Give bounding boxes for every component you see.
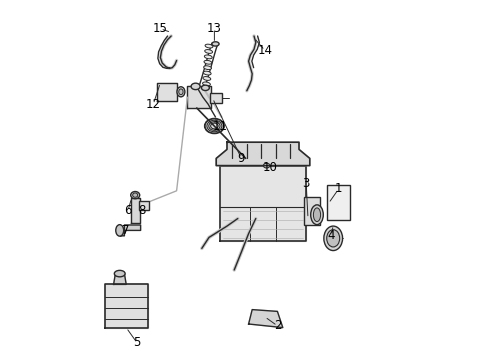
Ellipse shape (114, 270, 125, 277)
Text: 10: 10 (263, 161, 278, 174)
Ellipse shape (314, 208, 320, 221)
Ellipse shape (201, 85, 209, 90)
Polygon shape (104, 284, 148, 328)
Ellipse shape (203, 77, 211, 80)
Text: 14: 14 (257, 44, 272, 57)
Ellipse shape (205, 44, 213, 48)
FancyBboxPatch shape (304, 197, 319, 225)
Ellipse shape (327, 230, 340, 247)
Text: 4: 4 (328, 229, 335, 242)
Text: 15: 15 (153, 22, 168, 35)
Polygon shape (157, 83, 176, 101)
Ellipse shape (205, 50, 213, 53)
Ellipse shape (324, 226, 343, 251)
Polygon shape (216, 142, 310, 166)
Text: 6: 6 (124, 204, 132, 217)
Ellipse shape (204, 118, 224, 134)
Ellipse shape (204, 60, 212, 64)
Polygon shape (220, 166, 306, 241)
Ellipse shape (191, 83, 200, 90)
Text: 2: 2 (273, 319, 281, 332)
Polygon shape (131, 198, 140, 223)
Text: 9: 9 (238, 152, 245, 165)
Ellipse shape (131, 192, 140, 199)
Ellipse shape (133, 193, 138, 197)
FancyBboxPatch shape (210, 93, 222, 103)
Ellipse shape (204, 66, 212, 69)
Ellipse shape (212, 42, 219, 46)
FancyBboxPatch shape (139, 201, 148, 210)
Ellipse shape (116, 225, 123, 236)
Ellipse shape (179, 89, 183, 95)
Ellipse shape (204, 55, 212, 59)
Text: 3: 3 (302, 177, 310, 190)
Polygon shape (187, 86, 211, 108)
Text: 7: 7 (122, 224, 130, 237)
Text: 1: 1 (335, 183, 343, 195)
Polygon shape (114, 274, 126, 284)
FancyBboxPatch shape (327, 185, 350, 220)
Polygon shape (248, 310, 283, 328)
Polygon shape (121, 225, 141, 236)
Ellipse shape (203, 71, 211, 75)
Text: 12: 12 (146, 98, 161, 111)
Text: 8: 8 (139, 204, 146, 217)
Text: 13: 13 (207, 22, 222, 35)
Ellipse shape (311, 205, 323, 225)
Ellipse shape (177, 87, 185, 97)
Text: 5: 5 (133, 336, 141, 349)
Text: 11: 11 (212, 120, 227, 132)
Ellipse shape (263, 163, 270, 168)
Ellipse shape (202, 82, 210, 86)
